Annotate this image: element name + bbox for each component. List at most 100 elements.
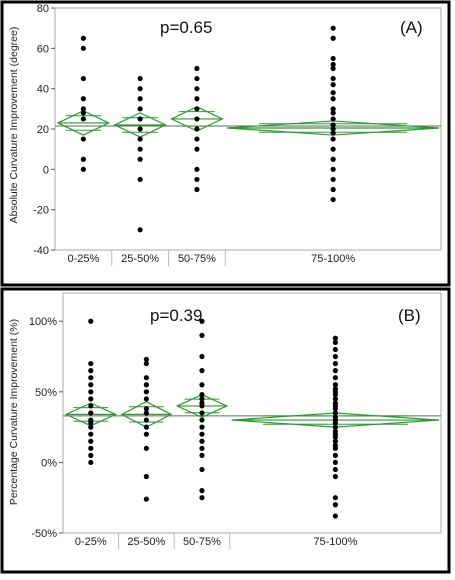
- data-point: [330, 156, 336, 162]
- panel-b-y-ticks: -50% 0% 50% 100%: [29, 316, 63, 540]
- panel-a-marks: [56, 25, 440, 233]
- data-point: [137, 146, 143, 152]
- y-tick-label: 0: [43, 164, 49, 176]
- data-point: [143, 375, 149, 381]
- data-point: [80, 110, 86, 116]
- data-point: [143, 496, 149, 502]
- data-point: [88, 368, 94, 374]
- data-point: [199, 392, 205, 398]
- data-point: [88, 431, 94, 437]
- data-point: [330, 25, 336, 31]
- data-point: [332, 410, 338, 416]
- data-point: [332, 335, 338, 341]
- data-point: [330, 90, 336, 96]
- data-point: [332, 406, 338, 412]
- data-point: [332, 513, 338, 519]
- data-point: [330, 106, 336, 112]
- data-point: [143, 389, 149, 395]
- data-point: [80, 166, 86, 172]
- data-point: [143, 445, 149, 451]
- x-tick-label: 0-25%: [67, 253, 99, 265]
- data-point: [143, 382, 149, 388]
- data-point: [80, 136, 86, 142]
- data-point: [137, 86, 143, 92]
- data-point: [330, 65, 336, 72]
- data-point: [330, 82, 336, 88]
- panel-b-ylabel: Percentage Curvature Improvement (%): [8, 319, 20, 505]
- data-point: [332, 424, 338, 430]
- data-point: [330, 130, 336, 136]
- data-point: [199, 382, 205, 388]
- data-point: [330, 55, 336, 62]
- data-point: [332, 452, 338, 458]
- data-point: [199, 452, 205, 458]
- y-tick-label: 0%: [41, 457, 57, 469]
- data-point: [332, 466, 338, 473]
- data-point: [330, 96, 336, 102]
- data-point: [80, 35, 86, 41]
- data-point: [199, 410, 205, 416]
- data-point: [332, 375, 338, 381]
- data-point: [332, 368, 338, 374]
- data-point: [330, 75, 336, 82]
- panel-a: Absolute Curvature Improvement (degree) …: [0, 0, 451, 287]
- data-point: [199, 488, 205, 494]
- data-point: [330, 166, 336, 172]
- panel-a-y-ticks: -40 -20 0 20 40 60 80: [33, 3, 55, 257]
- y-tick-label: -20: [33, 205, 49, 217]
- data-point: [137, 136, 143, 142]
- data-point: [332, 382, 338, 388]
- panel-b: Percentage Curvature Improvement (%) -50…: [0, 287, 451, 574]
- data-point: [330, 35, 336, 41]
- y-tick-label: 100%: [29, 316, 57, 328]
- data-point: [330, 61, 336, 68]
- data-point: [88, 424, 94, 430]
- data-point: [332, 420, 338, 426]
- y-tick-label: 20: [37, 124, 49, 136]
- data-point: [80, 156, 86, 162]
- x-tick-label: 0-25%: [75, 536, 107, 548]
- panel-b-plot-area: [62, 292, 442, 534]
- data-point: [194, 146, 200, 152]
- data-point: [199, 403, 205, 409]
- data-point: [137, 156, 143, 162]
- data-point: [332, 502, 338, 508]
- data-point: [194, 65, 200, 72]
- data-point: [199, 495, 205, 501]
- data-point: [137, 96, 143, 102]
- x-tick-label: 50-75%: [183, 536, 221, 548]
- data-point: [80, 106, 86, 112]
- data-point: [194, 176, 200, 183]
- data-point: [88, 382, 94, 388]
- panel-b-label: (B): [398, 306, 421, 325]
- x-tick-label: 25-50%: [121, 253, 159, 265]
- data-point: [332, 339, 338, 346]
- x-tick-label: 75-100%: [313, 536, 357, 548]
- data-point: [80, 116, 86, 122]
- data-point: [330, 110, 336, 116]
- data-point: [330, 116, 336, 122]
- data-point: [199, 424, 205, 430]
- data-point: [330, 176, 336, 183]
- data-point: [332, 459, 338, 466]
- data-point: [88, 318, 94, 324]
- data-point: [143, 473, 149, 480]
- data-point: [80, 75, 86, 82]
- data-point: [332, 396, 338, 402]
- panel-b-p-value: p=0.39: [150, 306, 202, 325]
- data-point: [88, 396, 94, 402]
- data-point: [143, 417, 149, 423]
- y-tick-label: 80: [37, 3, 49, 15]
- data-point: [88, 375, 94, 381]
- data-point: [199, 353, 205, 360]
- data-point: [332, 473, 338, 480]
- data-point: [88, 452, 94, 458]
- x-tick-label: 50-75%: [178, 253, 216, 265]
- data-point: [330, 122, 336, 128]
- data-point: [88, 403, 94, 409]
- data-point: [199, 445, 205, 451]
- data-point: [194, 116, 200, 122]
- data-point: [88, 360, 94, 367]
- data-point: [143, 406, 149, 412]
